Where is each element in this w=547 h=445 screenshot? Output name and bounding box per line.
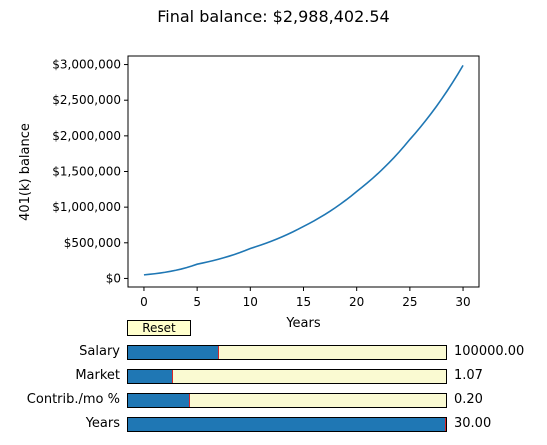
y-tick-label: $2,500,000 <box>52 93 121 107</box>
years-slider-label: Years <box>85 416 120 431</box>
y-tick-label: $2,000,000 <box>52 129 121 143</box>
market-slider-row: Market 1.07 <box>0 368 547 384</box>
reset-button[interactable]: Reset <box>127 320 191 336</box>
x-tick-label: 30 <box>455 295 470 309</box>
years-slider-row: Years 30.00 <box>0 416 547 432</box>
years-slider-handle[interactable] <box>445 418 446 431</box>
years-slider[interactable] <box>127 417 447 432</box>
market-value: 1.07 <box>454 368 483 383</box>
salary-slider-label: Salary <box>79 344 120 359</box>
market-slider-handle[interactable] <box>171 370 173 383</box>
plot-area <box>127 55 480 288</box>
market-slider[interactable] <box>127 369 447 384</box>
x-tick-label: 10 <box>243 295 258 309</box>
y-tick-label: $500,000 <box>64 236 121 250</box>
x-axis-label: Years <box>285 316 321 331</box>
salary-slider-fill <box>128 346 219 359</box>
x-tick-label: 15 <box>296 295 311 309</box>
salary-value: 100000.00 <box>454 344 525 359</box>
y-tick-label: $0 <box>106 271 121 285</box>
x-axis-ticks: 0 5 10 15 20 25 30 <box>140 287 471 309</box>
y-tick-label: $1,000,000 <box>52 200 121 214</box>
contrib-slider-handle[interactable] <box>189 394 190 407</box>
chart-title: Final balance: $2,988,402.54 <box>157 7 390 26</box>
y-tick-label: $3,000,000 <box>52 58 121 72</box>
years-value: 30.00 <box>454 416 492 431</box>
market-slider-label: Market <box>75 368 120 383</box>
market-slider-fill <box>128 370 173 383</box>
years-slider-fill <box>128 418 446 431</box>
salary-slider-handle[interactable] <box>217 346 219 359</box>
x-tick-label: 20 <box>349 295 364 309</box>
contrib-slider[interactable] <box>127 393 447 408</box>
salary-slider-row: Salary 100000.00 <box>0 344 547 360</box>
y-tick-label: $1,500,000 <box>52 165 121 179</box>
contrib-slider-label: Contrib./mo % <box>26 392 120 407</box>
contrib-slider-row: Contrib./mo % 0.20 <box>0 392 547 408</box>
y-axis-label: 401(k) balance <box>18 123 33 221</box>
x-tick-label: 25 <box>402 295 417 309</box>
y-axis-ticks: $0 $500,000 $1,000,000 $1,500,000 $2,000,000… <box>52 58 128 285</box>
x-tick-label: 0 <box>140 295 148 309</box>
salary-slider[interactable] <box>127 345 447 360</box>
balance-line <box>143 64 464 276</box>
contrib-value: 0.20 <box>454 392 483 407</box>
x-tick-label: 5 <box>193 295 201 309</box>
contrib-slider-fill <box>128 394 190 407</box>
